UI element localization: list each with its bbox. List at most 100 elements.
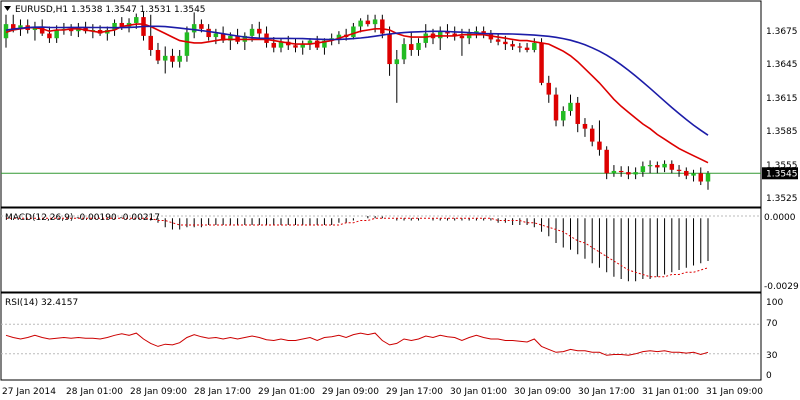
- time-tick: 28 Jan 09:00: [130, 387, 187, 397]
- candle-body: [199, 24, 204, 29]
- candle-body: [257, 28, 262, 34]
- candle-body: [561, 111, 566, 121]
- candle-body: [191, 24, 197, 33]
- candle-body: [155, 49, 161, 61]
- candle-body: [655, 165, 660, 168]
- candle-body: [358, 20, 363, 27]
- macd-panel-frame: [0, 207, 762, 293]
- candle-body: [684, 170, 689, 176]
- candle-body: [676, 169, 682, 171]
- candle-body: [206, 28, 211, 38]
- candle-body: [532, 42, 537, 50]
- rsi-label: RSI(14) 32.4157: [5, 298, 78, 308]
- candle-body: [314, 40, 320, 48]
- candle-body: [568, 102, 573, 112]
- candle-body: [553, 94, 559, 121]
- candle-body: [669, 163, 675, 170]
- candle-body: [271, 42, 277, 48]
- candle-body: [611, 170, 617, 174]
- time-tick: 29 Jan 01:00: [258, 387, 315, 397]
- candle-body: [589, 128, 595, 142]
- macd-tick-top: 0.0000: [764, 213, 796, 223]
- candle-body: [618, 170, 624, 173]
- candle-body: [691, 173, 696, 176]
- candle-body: [278, 41, 284, 48]
- candle-body: [184, 32, 190, 56]
- candle-body: [336, 34, 342, 39]
- time-tick: 28 Jan 01:00: [66, 387, 123, 397]
- price-tick: 1.3615: [766, 94, 798, 104]
- candle-body: [423, 33, 428, 43]
- candle-body: [10, 24, 16, 29]
- time-axis: 27 Jan 2014 28 Jan 01:00 28 Jan 09:00 28…: [2, 387, 763, 397]
- candle-body: [249, 28, 255, 36]
- time-tick: 29 Jan 09:00: [322, 387, 379, 397]
- candle-body: [705, 173, 711, 182]
- price-tick: 1.3675: [766, 27, 798, 37]
- candle-body: [380, 19, 385, 34]
- macd-signal-line: [6, 217, 709, 278]
- candle-body: [452, 33, 457, 36]
- candle-body: [582, 123, 588, 129]
- candle-body: [539, 42, 544, 83]
- candle-body: [387, 33, 392, 65]
- candle-body: [604, 149, 609, 174]
- rsi-tick-0: 0: [766, 371, 772, 381]
- rsi-tick-100: 100: [766, 298, 783, 308]
- candle-body: [626, 172, 631, 175]
- candle-body: [18, 25, 23, 29]
- candle-body: [401, 44, 407, 60]
- candle-body: [633, 172, 638, 175]
- candle-body: [662, 163, 667, 168]
- current-price-label: 1.3545: [766, 169, 798, 179]
- candle-body: [148, 35, 153, 50]
- candle-body: [524, 47, 530, 50]
- time-tick: 27 Jan 2014: [2, 387, 56, 397]
- price-tick: 1.3645: [766, 60, 798, 70]
- time-tick: 29 Jan 17:00: [386, 387, 443, 397]
- candle-body: [575, 102, 580, 124]
- candle-body: [640, 166, 646, 173]
- main-panel-frame: [0, 0, 762, 208]
- time-tick: 28 Jan 17:00: [194, 387, 251, 397]
- candle-body: [647, 165, 653, 167]
- candle-body: [517, 46, 523, 48]
- candle-body: [351, 26, 356, 38]
- candle-body: [495, 39, 501, 42]
- time-tick: 30 Jan 09:00: [514, 387, 571, 397]
- candle-body: [213, 33, 219, 38]
- macd-tick-bottom: -0.0029: [764, 282, 799, 292]
- candle-body: [409, 44, 414, 50]
- price-tick: 1.3525: [766, 194, 798, 204]
- macd-label: MACD(12,26,9) -0.00190 -0.00217: [5, 213, 160, 223]
- price-tick: 1.3585: [766, 127, 798, 137]
- price-tick: 1.3555: [766, 161, 798, 171]
- candle-body: [134, 17, 139, 23]
- price-axis: 1.3675 1.3645 1.3615 1.3585 1.3555 1.352…: [766, 27, 798, 204]
- candle-body: [597, 141, 602, 150]
- candle-body: [394, 59, 400, 65]
- candle-body: [481, 31, 486, 34]
- candle-body: [47, 33, 52, 39]
- candle-body: [459, 35, 465, 39]
- candle-body: [416, 42, 421, 50]
- candle-body: [39, 26, 45, 34]
- ma-fast-line: [5, 23, 709, 164]
- time-tick: 31 Jan 01:00: [642, 387, 699, 397]
- current-price-badge: 1.3545: [762, 167, 798, 180]
- ma-slow-line: [5, 25, 709, 136]
- candle-body: [119, 22, 125, 27]
- rsi-tick-30: 30: [766, 351, 778, 361]
- candle-body: [220, 33, 226, 41]
- candle-body: [54, 30, 59, 39]
- time-tick: 30 Jan 01:00: [450, 387, 507, 397]
- chart-title: EURUSD,H1 1.3538 1.3547 1.3531 1.3545: [15, 5, 206, 15]
- triangle-down-icon[interactable]: [4, 6, 11, 11]
- candle-body: [546, 82, 552, 95]
- rsi-panel-frame: [0, 292, 762, 381]
- candle-body: [466, 33, 472, 39]
- candle-body: [510, 44, 515, 47]
- current-price-badge-bg: [762, 167, 798, 180]
